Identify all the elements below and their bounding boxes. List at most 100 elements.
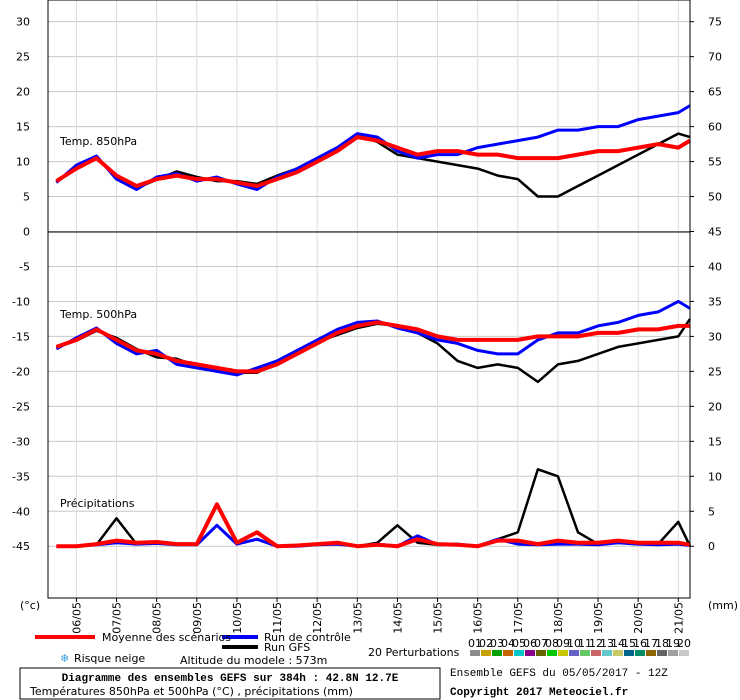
- y2-tick-label: 70: [708, 51, 722, 64]
- y-tick-label: 10: [16, 156, 30, 169]
- perturbation-swatch: [558, 650, 568, 656]
- y2-tick-label: 10: [708, 470, 722, 483]
- perturbation-label: 03: [490, 637, 504, 650]
- perturbation-label: 12: [589, 637, 603, 650]
- perturbation-swatch: [580, 650, 590, 656]
- y-tick-label: -25: [12, 400, 30, 413]
- x-tick-label: 11/05: [271, 602, 284, 634]
- perturbation-label: 17: [644, 637, 658, 650]
- perturbation-label: 20: [677, 637, 691, 650]
- grid: [48, 0, 690, 598]
- perturbation-swatch: [646, 650, 656, 656]
- y2-tick-label: 20: [708, 400, 722, 413]
- y2-tick-label: 45: [708, 226, 722, 239]
- chart-subtitle: Températures 850hPa et 500hPa (°C) , pré…: [29, 685, 353, 698]
- y2-tick-label: 15: [708, 435, 722, 448]
- line-control: [55, 104, 691, 191]
- panel-label: Temp. 850hPa: [59, 135, 137, 148]
- perturbation-swatch: [679, 650, 689, 656]
- perturbation-label: 19: [666, 637, 680, 650]
- y2-tick-label: 50: [708, 191, 722, 204]
- perturbation-label: 02: [479, 637, 493, 650]
- x-tick-label: 06/05: [70, 602, 83, 634]
- run-info: Ensemble GEFS du 05/05/2017 - 12Z: [450, 668, 668, 680]
- snow-label: Risque neige: [74, 652, 145, 665]
- x-tick-label: 13/05: [351, 602, 364, 634]
- y-tick-label: 15: [16, 121, 30, 134]
- perturbation-label: 06: [523, 637, 537, 650]
- perturbation-swatch: [492, 650, 502, 656]
- perturbation-label: 16: [633, 637, 647, 650]
- x-tick-label: 07/05: [111, 602, 124, 634]
- x-tick-label: 18/05: [552, 602, 565, 634]
- x-tick-label: 12/05: [311, 602, 324, 634]
- y-tick-label: -30: [12, 435, 30, 448]
- perturbation-swatch: [635, 650, 645, 656]
- perturbation-swatch: [613, 650, 623, 656]
- perturbation-swatch: [525, 650, 535, 656]
- y2-tick-label: 25: [708, 365, 722, 378]
- y-tick-label: -40: [12, 505, 30, 518]
- perturbation-label: 11: [578, 637, 592, 650]
- y-tick-label: -20: [12, 365, 30, 378]
- legend-label: Moyenne des scénarios: [102, 631, 231, 644]
- x-tick-label: 14/05: [391, 602, 404, 634]
- legend-label: Run GFS: [264, 641, 310, 654]
- perturbation-label: 07: [534, 637, 548, 650]
- y-tick-label: -15: [12, 330, 30, 343]
- y-tick-label: -45: [12, 540, 30, 553]
- y-tick-label: 0: [23, 226, 30, 239]
- x-tick-label: 17/05: [512, 602, 525, 634]
- y2-tick-label: 30: [708, 330, 722, 343]
- perturbation-label: 14: [611, 637, 625, 650]
- title-box: [19, 667, 441, 700]
- perturbation-swatch: [668, 650, 678, 656]
- y2-tick-label: 55: [708, 156, 722, 169]
- perturbation-label: 09: [556, 637, 570, 650]
- perturbation-swatch: [470, 650, 480, 656]
- x-tick-label: 09/05: [191, 602, 204, 634]
- line-mean: [55, 135, 692, 188]
- line-mean: [55, 320, 690, 374]
- y2-tick-label: 60: [708, 121, 722, 134]
- y2-tick-label: 40: [708, 260, 722, 273]
- line-mean: [56, 502, 691, 549]
- perturbation-label: 04: [501, 637, 515, 650]
- perturbation-swatch: [602, 650, 612, 656]
- perturbation-label: 13: [600, 637, 614, 650]
- series: [55, 104, 692, 549]
- y-unit: (°c): [20, 599, 40, 612]
- perturbation-swatch: [591, 650, 601, 656]
- x-tick-label: 21/05: [672, 602, 685, 634]
- panel-label: Temp. 500hPa: [59, 308, 137, 321]
- perturbation-swatch: [536, 650, 546, 656]
- y-tick-label: 20: [16, 86, 30, 99]
- plot-border: [47, 0, 691, 599]
- perturbation-label: 08: [545, 637, 559, 650]
- perturbation-swatch: [514, 650, 524, 656]
- perturbation-label: 18: [655, 637, 669, 650]
- y2-tick-label: 5: [708, 505, 715, 518]
- y2-unit: (mm): [708, 599, 738, 612]
- perturbation-swatch: [657, 650, 667, 656]
- legend-label: Run de contrôle: [264, 631, 351, 644]
- x-tick-label: 10/05: [231, 602, 244, 634]
- y-tick-label: -5: [19, 260, 30, 273]
- x-tick-label: 19/05: [592, 602, 605, 634]
- y2-tick-label: 0: [708, 540, 715, 553]
- perturbation-swatch: [569, 650, 579, 656]
- y2-tick-label: 65: [708, 86, 722, 99]
- perturbation-swatch: [624, 650, 634, 656]
- y-tick-label: 5: [23, 191, 30, 204]
- y-tick-label: 25: [16, 51, 30, 64]
- perturbation-swatch: [481, 650, 491, 656]
- perturbation-label: 01: [468, 637, 482, 650]
- x-tick-label: 20/05: [632, 602, 645, 634]
- panel-label: Précipitations: [60, 497, 135, 510]
- copyright: Copyright 2017 Meteociel.fr: [450, 687, 628, 699]
- y-tick-label: -35: [12, 470, 30, 483]
- x-tick-label: 15/05: [432, 602, 445, 634]
- chart-title: Diagramme des ensembles GEFS sur 384h : …: [62, 673, 399, 685]
- snow-icon: ❄: [60, 652, 69, 665]
- altitude: Altitude du modele : 573m: [180, 654, 327, 667]
